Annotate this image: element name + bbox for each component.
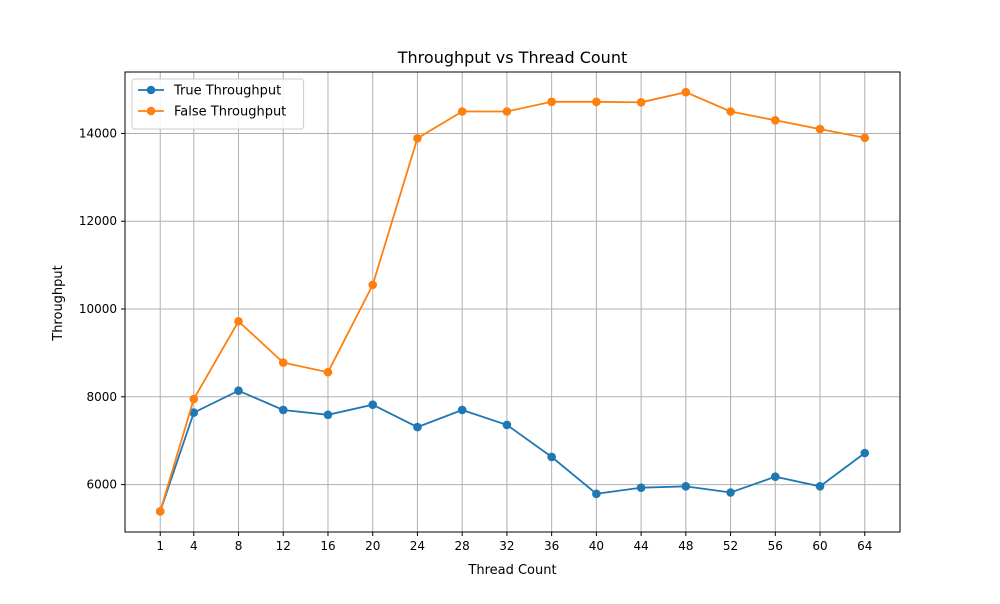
grid [125,72,900,532]
x-tick-label: 36 [544,539,559,553]
x-tick-label: 52 [723,539,738,553]
y-axis-label: Throughput [51,265,66,342]
series-2-point [323,367,333,377]
series-2-point [860,133,870,143]
x-tick-label: 24 [410,539,425,553]
x-tick-label: 56 [768,539,783,553]
series-1-point [368,400,378,410]
plot-frame [124,71,901,533]
series-2-point [681,87,691,97]
series-2-point [815,124,825,134]
x-tick-label: 1 [156,539,164,553]
series-1-point [771,472,780,481]
series-1-point [323,410,333,420]
series-1-point [592,489,601,499]
series-2-point [457,107,467,116]
series-1-point [636,483,646,492]
series-line-2 [159,91,865,512]
chart-title: Throughput vs Thread Count [397,48,627,67]
series-2-point [368,280,378,290]
series-2-point [155,507,165,516]
series-layer [155,87,870,516]
x-tick-label: 48 [678,539,693,553]
axis-ticks: 1 4 8 12 16 20 24 28 32 36 40 44 48 52 56 60 64600080001… [79,126,873,553]
x-tick-label: 16 [320,539,335,553]
x-tick-label: 32 [499,539,514,553]
series-2-point [547,97,556,107]
y-tick-label: 10000 [79,302,117,316]
legend-swatch-marker [146,85,156,95]
series-1-point [681,482,691,491]
x-tick-label: 12 [276,539,291,553]
series-2-point [771,115,780,125]
legend: True Throughput False Throughput [131,78,305,130]
series-1-point [502,420,512,430]
x-axis-label: Thread Count [467,563,556,578]
x-tick-label: 60 [812,539,827,553]
x-tick-label: 8 [235,539,243,553]
series-1-point [234,386,243,395]
x-tick-label: 64 [857,539,872,553]
series-1-point [726,488,735,497]
x-tick-label: 28 [455,539,470,553]
legend-swatch-marker [146,106,156,116]
legend-label: True Throughput [173,84,281,99]
series-2-point [726,107,735,116]
series-1-point [860,448,870,458]
series-1-point [189,408,199,417]
series-2-point [278,358,288,367]
series-1-point [547,452,556,462]
x-tick-label: 44 [633,539,648,553]
series-1-point [413,422,422,432]
series-2-point [636,97,646,107]
series-1-point [815,482,825,491]
series-2-point [502,107,512,116]
legend-box [131,78,305,130]
y-tick-label: 8000 [86,390,117,404]
x-tick-label: 4 [190,539,198,553]
x-tick-label: 40 [589,539,604,553]
x-tick-label: 20 [365,539,380,553]
series-line-1 [159,389,866,512]
series-2-point [413,133,422,143]
series-1-point [457,405,467,415]
legend-label: False Throughput [174,105,286,120]
series-2-point [189,394,199,404]
y-tick-label: 6000 [86,478,117,492]
y-tick-label: 12000 [79,214,117,228]
series-1-point [278,405,288,415]
series-2-point [234,317,243,326]
series-2-point [592,97,601,107]
y-tick-label: 14000 [79,126,117,140]
